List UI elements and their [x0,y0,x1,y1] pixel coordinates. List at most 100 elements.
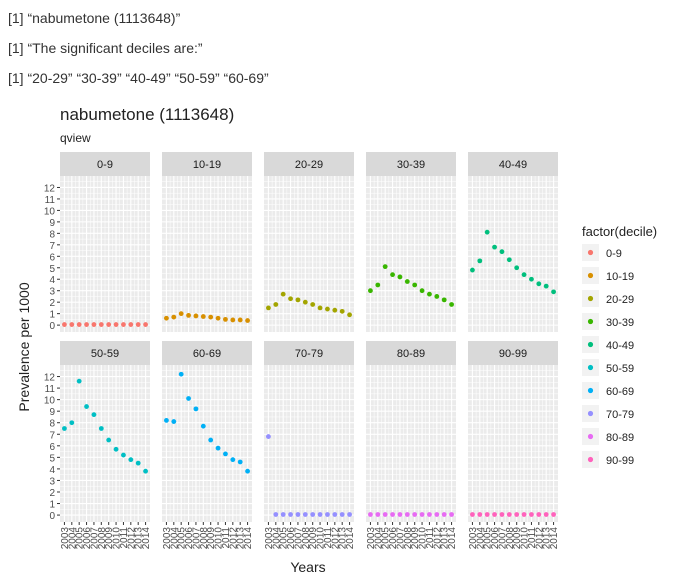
legend-label: 0-9 [606,248,622,260]
data-point [121,452,126,458]
data-point [477,258,483,264]
y-tick-label: 9 [49,218,55,229]
data-point [390,512,395,517]
data-point [237,459,243,465]
data-point [434,512,440,517]
x-tick-label: 2010 [316,527,327,550]
x-tick-label: 2012 [432,527,443,550]
x-tick-label: 2014 [243,527,254,550]
legend-marker [587,249,594,256]
x-tick-label: 2003 [468,527,479,550]
data-point [230,317,236,323]
data-point [484,229,490,235]
data-point [339,308,345,314]
console-line-1: [1] “nabumetone (1113648)” [8,10,181,26]
data-point [230,457,236,463]
data-point [208,437,214,443]
data-point [69,322,75,327]
data-point [98,322,104,327]
x-tick-label: 2014 [345,527,356,550]
x-tick-label: 2004 [67,527,78,550]
y-tick-label: 8 [49,419,55,430]
data-point [273,512,279,517]
data-point [215,445,221,451]
legend-label: 10-19 [606,271,634,283]
chart-title: nabumetone (1113648) [60,105,234,124]
x-tick-label: 2014 [141,527,152,550]
x-tick-label: 2006 [388,527,399,550]
x-tick-label: 2009 [410,527,421,550]
data-point [536,512,542,517]
legend-label: 80-89 [606,432,634,444]
data-point [368,512,373,517]
y-tick-label: 7 [49,430,55,441]
data-point [178,311,184,317]
data-point [223,316,228,322]
data-point [62,322,67,327]
data-point [273,302,279,307]
facet-strip [468,152,558,176]
data-point [128,457,134,463]
facet-strip [264,341,354,365]
x-tick-label: 2009 [104,527,115,550]
legend-marker [587,272,594,279]
data-point [245,318,250,323]
data-point [295,512,301,517]
data-point [477,512,483,517]
data-point [332,307,338,313]
data-point [200,423,206,429]
x-tick-label: 2003 [366,527,377,550]
facet-label: 70-79 [295,348,323,360]
legend-marker [587,318,594,325]
data-point [419,512,425,517]
x-tick-label: 2006 [286,527,297,550]
y-tick-label: 3 [49,287,55,298]
x-tick-label: 2013 [440,527,451,550]
facet-label: 0-9 [97,159,113,171]
x-tick-label: 2013 [338,527,349,550]
x-tick-label: 2006 [82,527,93,550]
facet-strip [60,152,150,176]
x-tick-label: 2013 [134,527,145,550]
x-tick-label: 2010 [112,527,123,550]
x-tick-label: 2005 [483,527,494,550]
legend-marker [587,456,594,463]
data-point [397,274,403,280]
facet-strip [60,341,150,365]
y-tick-label: 3 [49,476,55,487]
y-tick-label: 1 [49,500,55,511]
legend-marker [587,341,594,348]
x-tick-label: 2008 [301,527,312,550]
data-point [223,451,228,457]
y-tick-label: 5 [49,453,55,464]
data-point [171,419,177,424]
x-tick-label: 2011 [425,527,436,549]
y-tick-label: 12 [44,373,56,384]
data-point [186,312,191,318]
data-point [441,512,447,517]
data-point [551,289,556,295]
facet-label: 30-39 [397,159,425,171]
legend-label: 50-59 [606,363,634,375]
data-point [506,257,512,263]
y-tick-label: 11 [45,384,56,395]
data-point [200,314,206,319]
facet-strip [162,341,252,365]
data-point [514,265,520,271]
data-point [91,412,97,418]
legend-marker [587,295,594,302]
x-tick-label: 2004 [271,527,282,550]
y-tick-label: 2 [49,488,55,499]
data-point [521,272,527,278]
x-tick-label: 2008 [403,527,414,550]
data-point [121,322,126,327]
data-point [302,512,308,517]
y-tick-label: 4 [49,275,55,286]
facet-strip [366,152,456,176]
console-line-3: [1] “20-29” “30-39” “40-49” “50-59” “60-… [8,70,269,86]
x-tick-label: 2014 [549,527,560,550]
facet-label: 40-49 [499,159,527,171]
x-tick-label: 2007 [395,527,406,550]
x-tick-label: 2003 [60,527,71,550]
